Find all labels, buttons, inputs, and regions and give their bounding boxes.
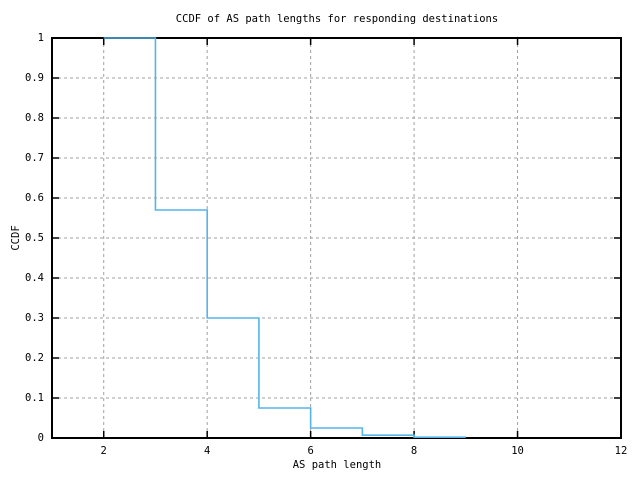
y-tick-label: 0.4 — [25, 271, 44, 284]
y-tick-label: 0.9 — [25, 71, 44, 84]
ccdf-of-as-path-length-line — [103, 37, 466, 438]
x-tick-label: 8 — [410, 445, 418, 457]
y-tick-label: 0.5 — [25, 231, 44, 244]
x-tick-label: 6 — [307, 445, 314, 457]
y-tick-label: 0 — [37, 431, 44, 444]
x-tick-label: 4 — [204, 445, 211, 457]
x-tick-label: 10 — [511, 445, 524, 457]
chart-title: CCDF of AS path lengths for responding d… — [175, 13, 499, 25]
y-tick-label: 0.8 — [25, 111, 44, 124]
y-tick-label: 0.1 — [25, 391, 44, 404]
y-tick-label: 0.6 — [25, 191, 44, 204]
x-tick-label: 12 — [614, 445, 628, 457]
x-axis-title: AS path length — [292, 459, 382, 471]
y-tick-label: 1 — [37, 31, 44, 44]
y-tick-label: 0.2 — [25, 351, 44, 364]
x-tick-label: 2 — [100, 445, 107, 457]
y-tick-label: 0.3 — [25, 311, 44, 324]
y-tick-label: 0.7 — [25, 151, 44, 164]
